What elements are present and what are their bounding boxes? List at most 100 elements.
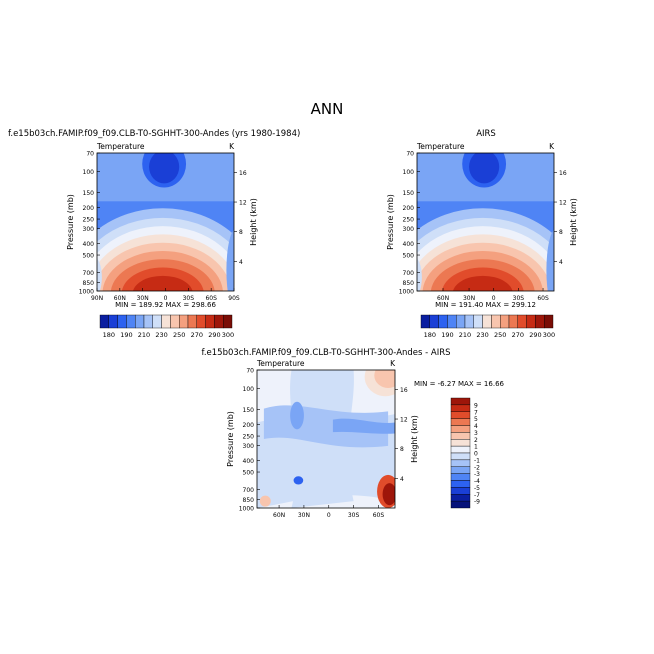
plot-frame bbox=[256, 369, 396, 509]
colorbar-swatch bbox=[420, 314, 431, 329]
x-tick-label: 30N bbox=[298, 512, 310, 519]
height-tick-label: 4 bbox=[239, 259, 243, 266]
colorbar-swatch bbox=[450, 397, 471, 406]
field-band bbox=[121, 267, 204, 291]
colorbar-swatch bbox=[544, 314, 554, 329]
x-tick-label: 60N bbox=[437, 295, 449, 302]
colorbar-swatch bbox=[450, 425, 471, 433]
x-tick-label: 0 bbox=[327, 512, 331, 519]
x-tick-label: 90N bbox=[91, 295, 103, 302]
colorbar-label: 9 bbox=[474, 402, 478, 409]
colorbar-swatch bbox=[178, 314, 189, 329]
y-tick-label: 200 bbox=[83, 205, 95, 212]
y-tick-label: 250 bbox=[83, 217, 95, 224]
field-band bbox=[469, 153, 500, 184]
y-tick-label: 700 bbox=[403, 270, 415, 277]
x-tick-label: 60N bbox=[114, 295, 126, 302]
y-tick-label: 200 bbox=[243, 422, 255, 429]
colorbar-swatch bbox=[187, 314, 198, 329]
height-tick-label: 8 bbox=[239, 229, 243, 236]
field-band bbox=[259, 495, 271, 507]
colorbar-swatch bbox=[450, 439, 471, 447]
colorbar-swatch bbox=[152, 314, 162, 329]
colorbar-label: -7 bbox=[474, 492, 480, 499]
colorbar-swatch bbox=[473, 314, 483, 329]
chart-title: AIRS bbox=[476, 129, 496, 139]
x-tick-label: 60S bbox=[373, 512, 385, 519]
page-title: ANN bbox=[310, 100, 344, 118]
x-tick-label: 30S bbox=[513, 295, 525, 302]
colorbar-label: 4 bbox=[474, 423, 478, 430]
colorbar-label: -2 bbox=[474, 464, 480, 471]
y-tick-label: 1000 bbox=[79, 289, 94, 296]
colorbar-label: 5 bbox=[474, 416, 478, 423]
y-axis-label: Pressure (mb) bbox=[386, 194, 395, 250]
x-tick-label: 0 bbox=[164, 295, 168, 302]
x-tick-label: 60S bbox=[537, 295, 549, 302]
colorbar-label: 270 bbox=[512, 331, 524, 339]
y-tick-label: 1000 bbox=[399, 289, 414, 296]
height-axis-label: Height (km) bbox=[569, 198, 578, 246]
x-tick-label: 60S bbox=[205, 295, 217, 302]
colorbar-swatch bbox=[205, 314, 215, 329]
field-band bbox=[332, 418, 395, 434]
colorbar-swatch bbox=[450, 500, 471, 509]
y-tick-label: 500 bbox=[83, 253, 95, 260]
field-band bbox=[374, 370, 395, 388]
colorbar-swatch bbox=[450, 432, 471, 440]
y-tick-label: 300 bbox=[83, 226, 95, 233]
height-tick-label: 8 bbox=[559, 229, 563, 236]
field-band bbox=[132, 275, 193, 291]
colorbar-label: 250 bbox=[494, 331, 506, 339]
colorbar-swatch bbox=[214, 314, 224, 329]
colorbar-label: -9 bbox=[474, 499, 480, 506]
colorbar-label: -1 bbox=[474, 457, 480, 464]
height-tick-label: 16 bbox=[559, 170, 567, 177]
colorbar-swatch bbox=[450, 473, 471, 481]
y-tick-label: 500 bbox=[403, 253, 415, 260]
colorbar-label: 2 bbox=[474, 437, 478, 444]
y-tick-label: 400 bbox=[243, 458, 255, 465]
y-tick-label: 70 bbox=[406, 151, 414, 158]
height-tick-label: 12 bbox=[239, 200, 247, 207]
colorbar-label: 270 bbox=[191, 331, 203, 339]
colorbar-swatch bbox=[429, 314, 439, 329]
x-tick-label: 0 bbox=[492, 295, 496, 302]
y-axis-label: Pressure (mb) bbox=[226, 411, 235, 467]
height-tick-label: 12 bbox=[559, 200, 567, 207]
colorbar-swatch bbox=[108, 314, 118, 329]
colorbar-swatch bbox=[126, 314, 136, 329]
y-tick-label: 70 bbox=[86, 151, 94, 158]
colorbar-swatch bbox=[117, 314, 127, 329]
colorbar-swatch bbox=[450, 452, 471, 461]
x-tick-label: 30N bbox=[137, 295, 149, 302]
colorbar-swatch bbox=[535, 314, 545, 329]
colorbar-label: 250 bbox=[173, 331, 185, 339]
plot-frame bbox=[416, 152, 555, 292]
colorbar-swatch bbox=[450, 459, 471, 467]
y-tick-label: 300 bbox=[243, 443, 255, 450]
colorbar-label: -5 bbox=[474, 485, 480, 492]
colorbar-label: 180 bbox=[424, 331, 436, 339]
colorbar-swatch bbox=[456, 314, 466, 329]
colorbar-swatch bbox=[99, 314, 110, 329]
x-tick-label: 30S bbox=[183, 295, 195, 302]
colorbar-swatch bbox=[450, 480, 471, 488]
y-tick-label: 300 bbox=[403, 226, 415, 233]
y-tick-label: 250 bbox=[403, 217, 415, 224]
left-label: Temperature bbox=[96, 142, 145, 151]
y-tick-label: 1000 bbox=[239, 506, 254, 513]
field-band bbox=[452, 275, 513, 291]
field-band bbox=[441, 267, 524, 291]
stats-label: MIN = 191.40 MAX = 299.12 bbox=[435, 301, 536, 309]
y-tick-label: 500 bbox=[243, 470, 255, 477]
colorbar-swatch bbox=[450, 445, 471, 454]
field-band bbox=[417, 258, 422, 291]
y-tick-label: 850 bbox=[243, 497, 255, 504]
right-label: K bbox=[549, 142, 555, 151]
x-tick-label: 30N bbox=[463, 295, 475, 302]
plot-area-1 bbox=[97, 153, 234, 291]
stats-label: MIN = -6.27 MAX = 16.66 bbox=[414, 380, 505, 388]
colorbar-swatch bbox=[196, 314, 206, 329]
